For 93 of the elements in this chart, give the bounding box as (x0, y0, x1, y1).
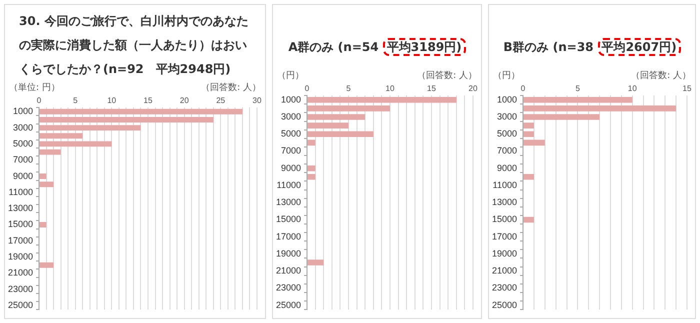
y-tick-label: 21000 (276, 266, 302, 276)
x-tick-label: 5 (73, 96, 78, 106)
y-tick-label: 9000 (280, 162, 302, 173)
dashed-outline: 平均2607円) (598, 38, 681, 56)
chart-title: B群のみ (n=38 平均2607円) (502, 39, 678, 56)
x-tick-label: 0 (304, 84, 310, 94)
y-tick-label: 23000 (8, 284, 34, 294)
y-tick-label: 19000 (276, 248, 302, 258)
y-axis-title: （円） (277, 70, 304, 82)
bar (524, 140, 545, 146)
y-tick-label: 1000 (280, 94, 302, 104)
bar (308, 131, 374, 138)
bar (40, 182, 54, 188)
x-tick-label: 5 (346, 84, 352, 94)
y-tick-label: 3000 (12, 122, 34, 132)
x-tick-label: 10 (628, 84, 638, 94)
bar (308, 165, 316, 172)
y-tick-label: 5000 (12, 138, 34, 148)
y-tick-label: 17000 (8, 235, 34, 246)
y-tick-label: 15000 (8, 219, 34, 230)
bar (40, 262, 54, 268)
y-tick-label: 7000 (12, 154, 34, 165)
bar (524, 122, 534, 128)
bar (40, 108, 242, 114)
x-tick-label: 5 (575, 84, 580, 94)
y-tick-label: 15000 (276, 214, 302, 224)
y-tick-label: 13000 (276, 197, 302, 208)
x-axis-title: （回答数: 人） (417, 70, 477, 82)
bar (524, 131, 534, 138)
y-tick-label: 23000 (492, 282, 518, 293)
y-tick-label: 11000 (276, 180, 302, 190)
x-axis-title: （回答数: 人） (201, 82, 261, 94)
bar (308, 106, 390, 112)
bar (524, 114, 600, 120)
y-tick-label: 11000 (8, 186, 34, 197)
x-tick-label: 10 (107, 96, 117, 106)
bar (40, 222, 46, 228)
y-tick-label: 21000 (492, 266, 518, 276)
dashed-outline: 平均3189円) (382, 38, 466, 56)
y-tick-label: 17000 (492, 231, 518, 242)
bar (308, 260, 324, 266)
x-tick-label: 25 (216, 96, 226, 106)
bar (524, 96, 632, 103)
x-tick-label: 15 (682, 84, 692, 94)
x-tick-label: 30 (252, 96, 262, 106)
y-tick-label: 21000 (8, 268, 34, 278)
bar (308, 122, 349, 128)
y-tick-label: 25000 (492, 300, 518, 310)
y-tick-label: 25000 (276, 300, 302, 310)
y-tick-label: 7000 (496, 146, 518, 156)
y-tick-label: 1000 (12, 106, 34, 116)
bar (524, 106, 676, 112)
bar (40, 174, 46, 180)
y-tick-label: 25000 (8, 300, 34, 310)
x-tick-label: 20 (468, 84, 478, 94)
y-axis-title: （単位: 円） (9, 82, 60, 94)
y-tick-label: 23000 (276, 282, 302, 293)
x-tick-label: 0 (520, 84, 526, 94)
y-tick-label: 9000 (496, 162, 518, 173)
bar (40, 141, 112, 147)
y-tick-label: 5000 (280, 128, 302, 139)
y-tick-label: 3000 (496, 111, 518, 122)
chart-title: A群のみ (n=54 平均3189円) (287, 39, 463, 56)
x-tick-label: 0 (36, 96, 42, 106)
bar (308, 96, 456, 103)
y-tick-label: 9000 (12, 170, 34, 181)
bar (308, 140, 316, 146)
y-tick-label: 19000 (492, 248, 518, 258)
x-tick-label: 20 (180, 96, 190, 106)
bar (40, 149, 61, 155)
y-tick-label: 15000 (492, 214, 518, 224)
y-tick-label: 13000 (492, 197, 518, 208)
bar (524, 216, 534, 223)
y-axis-title: （円） (493, 70, 520, 82)
y-tick-label: 1000 (496, 94, 518, 104)
x-tick-label: 15 (427, 84, 437, 94)
chart-title: 30. 今回のご旅行で、白川村内でのあなたの実際に消費した額（一人あたり）はおいくらでしたか？(n=92 平均2948円) (18, 13, 250, 78)
x-tick-label: 15 (144, 96, 154, 106)
x-axis-title: （回答数: 人） (631, 70, 691, 82)
bar (308, 174, 316, 180)
y-tick-label: 17000 (276, 231, 302, 242)
y-tick-label: 3000 (280, 111, 302, 122)
bar (40, 116, 214, 122)
y-tick-label: 5000 (496, 128, 518, 139)
bar (40, 133, 83, 139)
y-tick-label: 7000 (280, 146, 302, 156)
bar (524, 174, 534, 180)
bar (308, 114, 366, 120)
y-tick-label: 11000 (492, 180, 518, 190)
x-tick-label: 10 (386, 84, 396, 94)
bar (40, 125, 141, 131)
y-tick-label: 19000 (8, 252, 34, 262)
y-tick-label: 13000 (8, 203, 34, 214)
